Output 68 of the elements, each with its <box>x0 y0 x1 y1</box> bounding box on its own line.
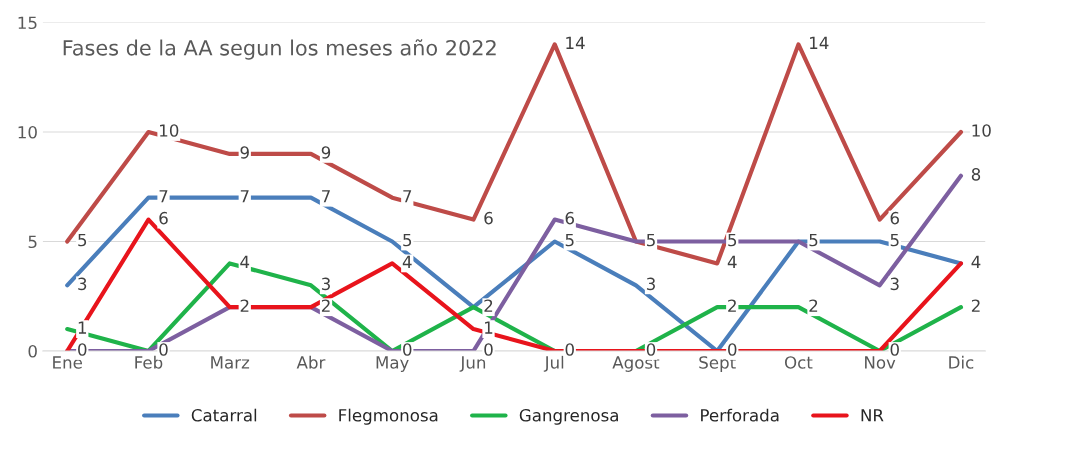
y-tick-label: 10 <box>18 125 37 139</box>
legend-label: Flegmonosa <box>339 408 438 425</box>
text: Fases de la AA segun los meses año 2022 <box>63 39 496 60</box>
x-tick-label: Marz <box>211 356 250 369</box>
x-tick-label: Agost <box>612 356 660 372</box>
data-label: 5 <box>809 233 818 247</box>
data-label: 4 <box>402 255 412 268</box>
y-tick-label: 5 <box>28 235 37 249</box>
data-label: 0 <box>159 343 168 356</box>
legend-label: Perforada <box>701 408 779 422</box>
y-tick-label: 15 <box>18 16 37 30</box>
data-label: 3 <box>646 277 655 291</box>
legend-label: Gangrenosa <box>519 409 618 425</box>
x-tick-label: Nov <box>865 356 896 369</box>
data-label: 6 <box>890 211 899 225</box>
data-label: 9 <box>321 146 331 159</box>
x-tick-label: Oct <box>784 356 813 369</box>
data-label: 7 <box>240 190 249 203</box>
x-tick-label: Jun <box>459 356 486 372</box>
data-label: 0 <box>565 343 574 356</box>
data-label: 14 <box>810 36 829 49</box>
data-label: 2 <box>809 299 818 312</box>
data-label: 5 <box>890 233 899 247</box>
data-label: 2 <box>728 299 736 312</box>
x-tick-label: May <box>376 356 409 372</box>
x-tick-label: Ene <box>53 356 82 369</box>
x-tick-label: Abr <box>296 355 326 369</box>
x-tick-label: Jul <box>543 355 564 372</box>
data-label: 14 <box>566 36 585 49</box>
y-tick-label: 0 <box>28 344 37 358</box>
legend-label: Catarral <box>191 408 257 422</box>
data-label: 0 <box>646 343 656 356</box>
x-tick-label: Dic <box>949 355 974 369</box>
data-label: 6 <box>484 211 493 225</box>
data-label: 5 <box>403 233 412 247</box>
data-label: 5 <box>646 233 655 247</box>
legend-label: NR <box>861 409 884 422</box>
data-label: 1 <box>485 321 493 334</box>
data-label: 9 <box>240 146 249 159</box>
data-label: 3 <box>78 277 87 291</box>
x-tick-label: Feb <box>135 355 163 369</box>
data-label: 5 <box>78 233 87 247</box>
data-label: 0 <box>78 343 87 356</box>
data-label: 6 <box>565 211 575 225</box>
data-label: 7 <box>322 190 330 203</box>
data-label: 0 <box>890 343 899 356</box>
data-label: 5 <box>728 233 737 247</box>
data-label: 7 <box>159 190 168 203</box>
data-label: 8 <box>971 168 981 181</box>
data-label: 7 <box>403 190 412 203</box>
data-label: 3 <box>321 277 330 291</box>
data-label: 4 <box>971 255 981 268</box>
data-label: 0 <box>403 343 412 356</box>
data-label: 4 <box>240 255 250 268</box>
data-label: 2 <box>321 299 330 312</box>
data-label: 4 <box>727 255 737 268</box>
data-label: 0 <box>728 343 737 356</box>
data-label: 5 <box>565 233 574 247</box>
data-label: 2 <box>484 299 493 312</box>
data-label: 2 <box>240 299 249 312</box>
data-label: 10 <box>972 124 991 137</box>
x-tick-label: Sept <box>699 356 736 372</box>
data-label: 3 <box>890 277 899 291</box>
data-label: 2 <box>971 299 980 312</box>
data-label: 1 <box>78 321 87 334</box>
data-label: 6 <box>159 211 168 225</box>
data-label: 10 <box>160 124 179 137</box>
data-label: 0 <box>484 343 493 356</box>
